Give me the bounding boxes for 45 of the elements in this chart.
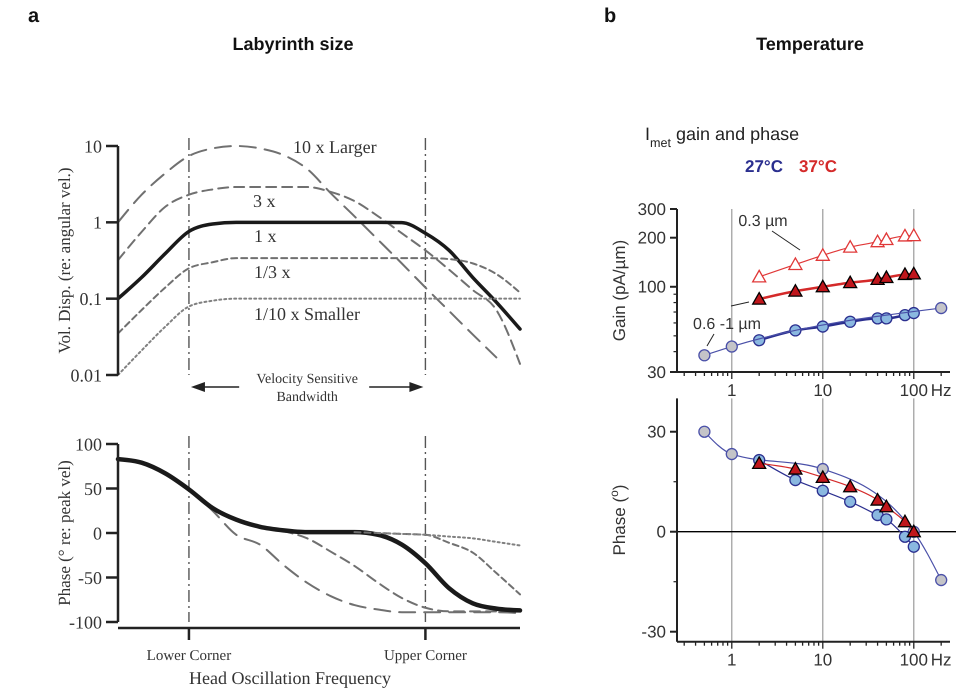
x-tick-label: 1 bbox=[727, 381, 737, 400]
text: 37°C bbox=[799, 157, 837, 176]
series-label: 10 x Larger bbox=[293, 137, 377, 157]
y-tick-label: 200 bbox=[638, 228, 666, 248]
chart-subtitle: I$_{met}$ gain and phase bbox=[645, 124, 800, 150]
x-tick-label: Upper Corner bbox=[384, 648, 467, 664]
y-axis-title: Phase (° re: peak vel) bbox=[55, 460, 74, 606]
y-tick-label: 0.01 bbox=[70, 365, 102, 386]
y-tick-label: 300 bbox=[638, 200, 666, 219]
y-tick-label: -50 bbox=[78, 568, 102, 588]
series-label: 1/10 x Smaller bbox=[254, 304, 360, 324]
x-axis-title: Hz bbox=[930, 381, 952, 400]
text: a bbox=[28, 5, 40, 27]
y-tick-label: 30 bbox=[647, 362, 666, 382]
x-axis-title: Hz bbox=[930, 650, 952, 670]
x-tick-label: 10 bbox=[813, 650, 832, 670]
x-axis-title: Head Oscillation Frequency bbox=[189, 668, 391, 688]
y-tick-label: 50 bbox=[84, 478, 102, 499]
text: b bbox=[604, 5, 616, 27]
x-tick-label: 100 bbox=[900, 381, 928, 400]
series-label: 3 x bbox=[253, 191, 276, 211]
x-tick-label: Lower Corner bbox=[146, 648, 232, 664]
annotation: 0.6 -1 µm bbox=[693, 316, 761, 333]
y-tick-label: -100 bbox=[69, 612, 102, 632]
annotation: Velocity Sensitive Bandwidth bbox=[256, 372, 358, 405]
x-tick-label: 1 bbox=[727, 650, 737, 670]
y-tick-label: 100 bbox=[638, 278, 666, 297]
series-label: 1 x bbox=[254, 226, 276, 246]
y-axis-title: Vol. Disp. (re: angular vel.) bbox=[55, 167, 74, 354]
y-tick-label: 100 bbox=[75, 434, 102, 454]
x-tick-label: 10 bbox=[813, 381, 832, 400]
y-axis-title: Gain (pA/µm) bbox=[610, 240, 629, 342]
x-tick-label: 100 bbox=[900, 650, 928, 670]
y-tick-label: 0 bbox=[656, 522, 666, 542]
text: 27°C bbox=[745, 157, 783, 176]
y-tick-label: 1 bbox=[93, 212, 102, 233]
y-tick-label: -30 bbox=[641, 622, 666, 642]
y-tick-label: 0 bbox=[93, 523, 102, 544]
chart-title: Labyrinth size bbox=[232, 34, 354, 54]
annotation: 0.3 µm bbox=[738, 213, 788, 230]
y-tick-label: 10 bbox=[84, 136, 102, 156]
chart-title: Temperature bbox=[756, 34, 864, 54]
series-label: 1/3 x bbox=[254, 262, 291, 282]
y-tick-label: 0.1 bbox=[80, 288, 102, 309]
y-tick-label: 30 bbox=[647, 422, 666, 442]
